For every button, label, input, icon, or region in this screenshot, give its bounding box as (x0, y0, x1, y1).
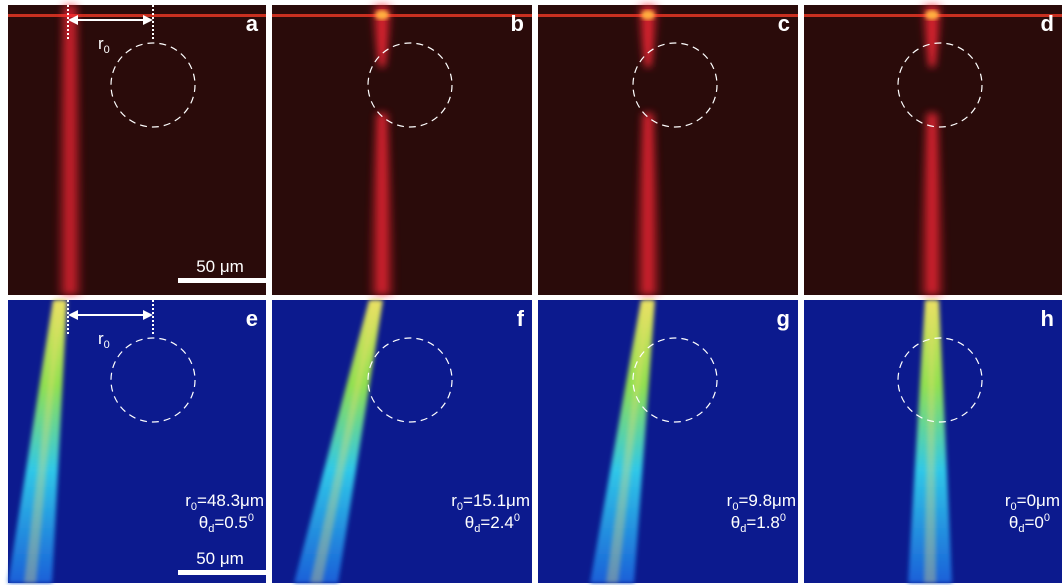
theta-value: θd=0.50 (199, 512, 254, 535)
panel-label: c (778, 11, 790, 36)
theta-number: =0.5 (214, 513, 248, 532)
figure: ar050 μmbcder050 μmr0=48.3μmθd=0.50fr0=1… (0, 0, 1064, 585)
theta-number: =1.8 (746, 513, 780, 532)
r0-sub: 0 (104, 339, 110, 351)
scale-bar-label: 50 μm (196, 257, 244, 276)
top-line (8, 14, 266, 17)
scale-bar-label: 50 μm (196, 549, 244, 568)
r-value: =48.3μm (197, 491, 264, 510)
top-line (272, 14, 532, 17)
panel-background (538, 300, 798, 583)
panel-label: b (511, 11, 524, 36)
theta-sup: 0 (780, 512, 786, 524)
hot-spot (925, 10, 939, 20)
theta-sup: 0 (248, 512, 254, 524)
theta-symbol: θ (1009, 513, 1018, 532)
theta-value: θd=2.40 (465, 512, 520, 535)
theta-symbol: θ (465, 513, 474, 532)
theta-number: =2.4 (480, 513, 514, 532)
theta-sup: 0 (514, 512, 520, 524)
panel: b (272, 5, 532, 295)
panel-label: f (517, 306, 525, 331)
theta-symbol: θ (199, 513, 208, 532)
r-value: =0μm (1017, 491, 1060, 510)
r0-value: r0=48.3μm (185, 491, 264, 513)
theta-symbol: θ (731, 513, 740, 532)
scale-bar (178, 570, 266, 575)
theta-value: θd=1.80 (731, 512, 786, 535)
panel-label: g (777, 306, 790, 331)
r0-value: r0=15.1μm (451, 491, 530, 513)
panel-background (538, 5, 798, 295)
panel-label: d (1041, 11, 1054, 36)
panel-background (8, 5, 266, 295)
top-line (538, 14, 798, 17)
r-value: =15.1μm (463, 491, 530, 510)
scale-bar (178, 278, 266, 283)
hot-spot (641, 10, 655, 20)
panel: c (538, 5, 798, 295)
panel: d (804, 5, 1062, 295)
panel-label: e (246, 306, 258, 331)
r0-sub: 0 (104, 44, 110, 56)
theta-number: =0 (1024, 513, 1043, 532)
theta-sup: 0 (1044, 512, 1050, 524)
panel-label: h (1041, 306, 1054, 331)
panel-label: a (246, 11, 259, 36)
r-value: =9.8μm (738, 491, 796, 510)
hot-spot (375, 10, 389, 20)
theta-value: θd=00 (1009, 512, 1050, 535)
panel-background (272, 5, 532, 295)
